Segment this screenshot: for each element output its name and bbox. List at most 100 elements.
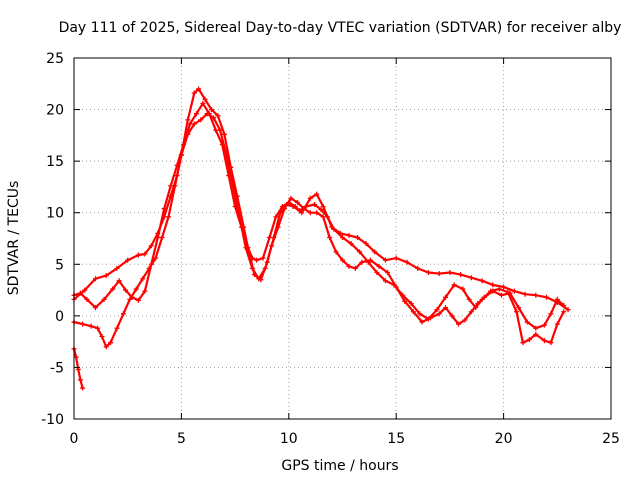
data-point bbox=[428, 315, 434, 321]
data-point bbox=[374, 270, 380, 276]
data-point bbox=[548, 340, 554, 346]
data-point bbox=[436, 271, 442, 277]
data-plot-area bbox=[71, 86, 571, 391]
data-point bbox=[114, 325, 120, 331]
y-tick-label: 25 bbox=[46, 51, 64, 67]
data-point bbox=[533, 331, 539, 337]
series-track-2 bbox=[71, 100, 567, 346]
data-point bbox=[262, 265, 268, 271]
data-point bbox=[533, 292, 539, 298]
data-point bbox=[443, 305, 449, 311]
data-point bbox=[185, 131, 191, 137]
data-point bbox=[168, 183, 174, 189]
data-point bbox=[123, 287, 129, 293]
data-point bbox=[436, 311, 442, 317]
data-point bbox=[116, 278, 122, 284]
y-tick-label: 15 bbox=[46, 154, 64, 170]
data-point bbox=[135, 297, 141, 303]
data-point bbox=[402, 298, 408, 304]
data-point bbox=[249, 265, 255, 271]
data-point bbox=[142, 251, 148, 257]
data-point bbox=[288, 195, 294, 201]
data-point bbox=[385, 270, 391, 276]
data-point bbox=[92, 276, 98, 282]
series-trace bbox=[72, 102, 565, 344]
y-tick-label: 20 bbox=[46, 103, 64, 119]
data-point bbox=[561, 309, 567, 315]
data-point bbox=[260, 255, 266, 261]
data-point bbox=[346, 263, 352, 269]
data-point bbox=[554, 296, 560, 302]
data-point bbox=[88, 323, 94, 329]
data-point bbox=[77, 290, 83, 296]
data-point bbox=[198, 117, 204, 123]
data-point bbox=[307, 195, 313, 201]
data-point bbox=[425, 270, 431, 276]
data-point bbox=[301, 206, 307, 212]
data-point bbox=[520, 340, 526, 346]
data-point bbox=[507, 290, 513, 296]
data-point bbox=[77, 377, 83, 383]
x-tick-label: 10 bbox=[280, 431, 298, 447]
data-point bbox=[191, 121, 197, 127]
data-point bbox=[208, 107, 214, 113]
data-point bbox=[187, 121, 193, 127]
data-point bbox=[490, 288, 496, 294]
data-point bbox=[221, 131, 227, 137]
data-point bbox=[215, 113, 221, 119]
data-point bbox=[211, 115, 217, 121]
data-point bbox=[565, 307, 571, 313]
y-tick-label: -10 bbox=[41, 412, 64, 428]
data-point bbox=[468, 309, 474, 315]
data-point bbox=[490, 282, 496, 288]
data-point bbox=[204, 111, 210, 117]
data-point bbox=[363, 241, 369, 247]
data-point bbox=[159, 234, 165, 240]
data-point bbox=[524, 319, 530, 325]
data-point bbox=[541, 338, 547, 344]
data-point bbox=[447, 270, 453, 276]
data-point bbox=[266, 234, 272, 240]
data-point bbox=[513, 309, 519, 315]
data-point bbox=[541, 322, 547, 328]
data-point bbox=[511, 288, 517, 294]
data-point bbox=[355, 234, 361, 240]
data-point bbox=[290, 204, 296, 210]
series-track-3 bbox=[71, 111, 567, 350]
data-point bbox=[324, 214, 330, 220]
data-point bbox=[372, 249, 378, 255]
data-point bbox=[191, 90, 197, 96]
data-point bbox=[462, 317, 468, 323]
data-point bbox=[273, 214, 279, 220]
x-tick-label: 0 bbox=[70, 431, 79, 447]
data-point bbox=[155, 234, 161, 240]
data-point bbox=[101, 296, 107, 302]
data-point bbox=[320, 204, 326, 210]
data-point bbox=[148, 243, 154, 249]
data-point bbox=[516, 305, 522, 311]
data-point bbox=[133, 286, 139, 292]
data-point bbox=[213, 127, 219, 133]
data-point bbox=[455, 321, 461, 327]
data-point bbox=[277, 210, 283, 216]
data-point bbox=[282, 206, 288, 212]
data-point bbox=[318, 207, 324, 213]
data-point bbox=[458, 272, 464, 278]
data-point bbox=[348, 241, 354, 247]
data-point bbox=[548, 311, 554, 317]
data-point bbox=[161, 206, 167, 212]
data-point bbox=[346, 232, 352, 238]
data-point bbox=[297, 208, 303, 214]
data-point bbox=[376, 263, 382, 269]
data-point bbox=[481, 294, 487, 300]
data-point bbox=[125, 257, 131, 263]
data-point bbox=[408, 300, 414, 306]
data-point bbox=[256, 276, 262, 282]
data-point bbox=[166, 214, 172, 220]
data-point bbox=[544, 294, 550, 300]
data-point bbox=[393, 255, 399, 261]
data-point bbox=[114, 265, 120, 271]
data-point bbox=[359, 259, 365, 265]
data-point bbox=[561, 303, 567, 309]
